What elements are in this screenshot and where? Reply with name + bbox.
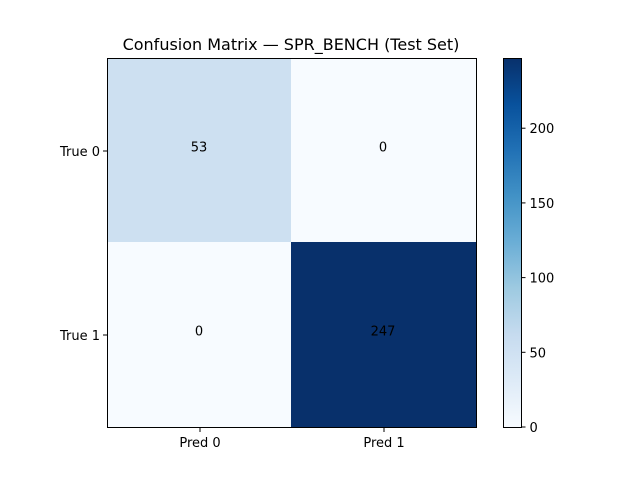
heatmap-cell-labels: 53 0 0 247 xyxy=(191,141,396,340)
x-tick-label-pred-1: Pred 1 xyxy=(363,436,404,451)
heatmap-cell-r0-c0 xyxy=(107,58,292,243)
y-axis: True 0 True 1 xyxy=(59,145,108,344)
colorbar-tick-label: 0 xyxy=(530,421,538,436)
x-axis: Pred 0 Pred 1 xyxy=(179,427,405,451)
colorbar: 0 50 100 150 200 xyxy=(503,58,554,436)
cell-value-label: 0 xyxy=(379,141,387,156)
y-tick-label-true-1: True 1 xyxy=(59,329,100,344)
colorbar-tick-label: 50 xyxy=(530,346,547,361)
colorbar-gradient xyxy=(503,58,521,427)
chart-title: Confusion Matrix — SPR_BENCH (Test Set) xyxy=(123,35,460,55)
colorbar-tick-label: 150 xyxy=(530,197,555,212)
colorbar-frame xyxy=(503,58,522,428)
heatmap-cell-r0-c1 xyxy=(291,58,476,243)
cell-value-label: 0 xyxy=(195,325,203,340)
y-tick-label-true-0: True 0 xyxy=(59,145,100,160)
heatmap-cell-r1-c1 xyxy=(291,242,476,427)
colorbar-ticks: 0 50 100 150 200 xyxy=(521,122,555,436)
x-tick-label-pred-0: Pred 0 xyxy=(179,436,220,451)
colorbar-tick-label: 100 xyxy=(530,272,555,287)
colorbar-tick-label: 200 xyxy=(530,122,555,137)
cell-value-label: 247 xyxy=(371,325,396,340)
cell-value-label: 53 xyxy=(191,141,208,156)
heatmap-cells xyxy=(107,58,476,427)
heatmap-cell-r1-c0 xyxy=(107,242,292,427)
heatmap-frame xyxy=(107,58,477,428)
